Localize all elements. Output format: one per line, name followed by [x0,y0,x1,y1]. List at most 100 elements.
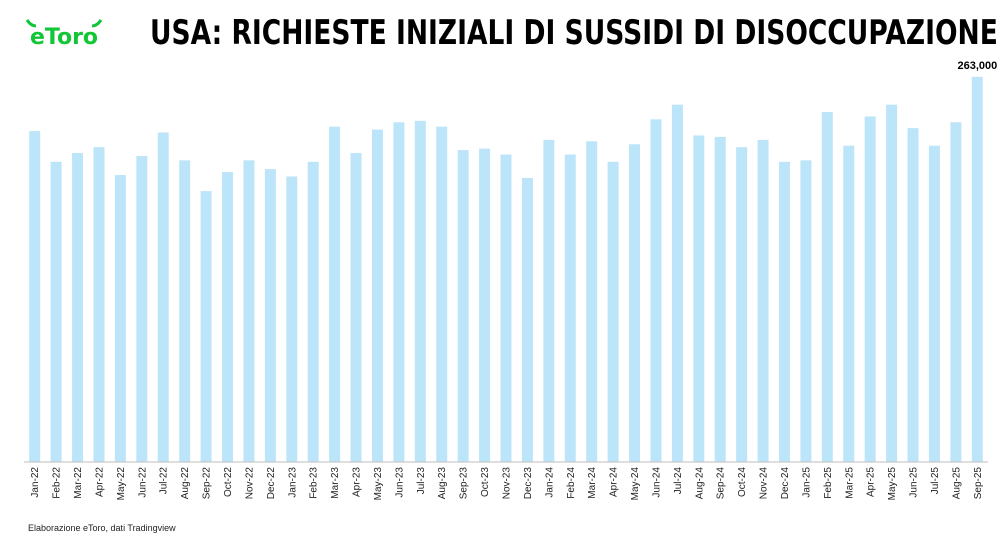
bar-jan-25 [800,160,812,462]
bar-aug-25 [950,122,962,462]
bar-feb-23 [307,161,319,463]
bar-may-24 [629,144,641,462]
bar-apr-25 [864,116,876,463]
value-labels: 263,000 [958,60,998,72]
bar-may-25 [886,104,898,463]
bar-jun-24 [650,119,662,462]
bar-jan-24 [543,139,555,462]
x-tick-label: Oct-23 [480,467,491,497]
x-tick-label: Feb-22 [52,467,63,499]
x-tick-label: May-22 [116,467,127,501]
bar-feb-24 [564,154,576,462]
bar-dec-22 [264,169,276,462]
bar-nov-24 [757,139,769,462]
bar-feb-22 [50,161,62,463]
x-tick-label: Apr-24 [609,467,620,497]
x-tick-label: Jan-23 [287,467,298,498]
bar-sep-23 [457,150,469,462]
bar-may-23 [371,129,383,462]
bar-jan-23 [286,176,298,462]
x-tick-label: Sep-24 [716,467,727,500]
x-tick-label: May-25 [887,467,898,501]
x-tick-label: Apr-23 [352,467,363,497]
x-tick-label: Oct-24 [737,467,748,497]
bar-feb-25 [821,112,833,462]
x-tick-label: Aug-25 [951,467,962,500]
bar-mar-22 [72,153,84,462]
bar-mar-24 [586,141,598,463]
etoro-logo: eToro [25,19,103,48]
bar-jul-25 [928,145,940,462]
x-tick-label: Mar-25 [844,467,855,499]
bar-jun-25 [907,128,919,462]
bar-sep-25 [971,76,983,463]
x-tick-label: Oct-22 [223,467,234,497]
x-tick-label: May-24 [630,467,641,501]
x-tick-label: Jan-24 [544,467,555,498]
data-label: 263,000 [958,60,998,72]
x-tick-label: Dec-24 [780,467,791,500]
x-tick-label: Jun-24 [651,467,662,498]
x-tick-label: Jul-23 [416,467,427,495]
x-tick-label: Dec-23 [523,467,534,500]
x-tick-label: Nov-22 [244,467,255,500]
x-tick-label: Nov-24 [759,467,770,500]
logo-text: eToro [30,25,98,48]
logo-right-horn [91,19,103,28]
bar-jul-22 [157,132,169,462]
x-tick-label: Feb-23 [309,467,320,499]
bar-nov-22 [243,160,255,462]
source-note: Elaborazione eToro, dati Tradingview [28,523,176,533]
x-tick-label: Mar-22 [73,467,84,499]
bar-oct-22 [222,172,234,463]
bar-dec-24 [778,161,790,463]
bar-apr-22 [93,147,105,462]
bars-group [29,76,983,463]
bar-oct-24 [736,147,748,462]
bar-aug-23 [436,126,448,463]
bar-apr-23 [350,153,362,462]
bar-apr-24 [607,161,619,463]
bar-dec-23 [521,177,533,462]
bar-sep-24 [714,136,726,462]
x-tick-label: Apr-22 [94,467,105,497]
x-tick-label: Jul-22 [159,467,170,495]
bar-jul-24 [671,104,683,463]
x-tick-label: May-23 [373,467,384,501]
bar-aug-24 [693,135,705,462]
x-tick-label: Jan-25 [801,467,812,498]
x-tick-label: Nov-23 [502,467,513,500]
x-tick-label: Apr-25 [866,467,877,497]
bar-sep-22 [200,191,212,462]
bar-jan-22 [29,131,41,463]
bar-mar-23 [329,126,341,463]
bar-jun-22 [136,155,148,462]
bar-jun-23 [393,122,405,462]
x-tick-label: Jul-25 [930,467,941,495]
bar-oct-23 [479,148,491,462]
x-tick-label: Sep-25 [973,467,984,500]
logo-left-horn [25,19,37,28]
x-tick-label: Mar-24 [587,467,598,499]
bar-aug-22 [179,160,191,462]
x-tick-label: Feb-25 [823,467,834,499]
bar-jul-23 [414,120,426,462]
x-tick-label: Jun-25 [909,467,920,498]
x-tick-label: Jun-23 [394,467,405,498]
category-labels: Jan-22 Feb-22 Mar-22 Apr-22 May-22 Jun-22 Jul-… [30,467,984,501]
x-tick-label: Sep-22 [202,467,213,500]
x-tick-label: Jul-24 [673,467,684,495]
x-tick-label: Aug-23 [437,467,448,500]
bar-mar-25 [843,145,855,462]
x-tick-label: Dec-22 [266,467,277,500]
x-tick-label: Feb-24 [566,467,577,499]
bar-nov-23 [500,154,512,462]
x-tick-label: Jan-22 [30,467,41,498]
bar-may-22 [114,174,126,463]
x-tick-label: Aug-24 [694,467,705,500]
x-tick-label: Mar-23 [330,467,341,499]
x-tick-label: Sep-23 [459,467,470,500]
x-tick-label: Jun-22 [137,467,148,498]
x-tick-label: Aug-22 [180,467,191,500]
